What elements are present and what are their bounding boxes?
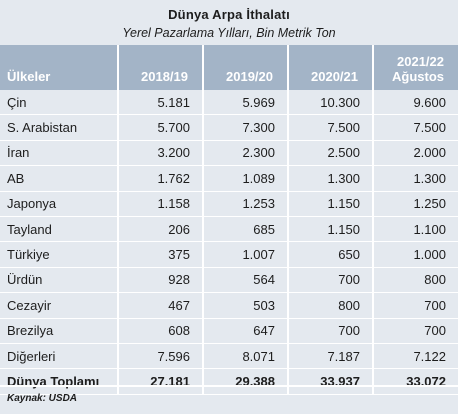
- value-2018-19: 928: [117, 267, 203, 294]
- header-2018-19: 2018/19: [117, 45, 203, 90]
- country-cell: Çin: [0, 90, 118, 116]
- country-cell: İran: [0, 140, 118, 167]
- value-2020-21: 7.187: [287, 343, 373, 370]
- value-2019-20: 2.300: [202, 140, 288, 167]
- header-2021-22-year: 2021/22: [397, 54, 444, 69]
- value-2018-19: 206: [117, 216, 203, 243]
- table-row: İran 3.200 2.300 2.500 2.000: [0, 140, 458, 167]
- title-block: Dünya Arpa İthalatı Yerel Pazarlama Yıll…: [0, 6, 458, 42]
- value-2021-22: 700: [372, 318, 458, 344]
- value-2021-22: 1.250: [372, 191, 458, 217]
- value-2021-22: 1.100: [372, 216, 458, 243]
- value-2021-22: 2.000: [372, 140, 458, 167]
- value-2020-21: 650: [287, 241, 373, 268]
- value-2018-19: 27.181: [117, 368, 203, 395]
- table-row: Çin 5.181 5.969 10.300 9.600: [0, 90, 458, 116]
- value-2020-21: 7.500: [287, 114, 373, 141]
- value-2019-20: 29.388: [202, 368, 288, 395]
- value-2019-20: 685: [202, 216, 288, 243]
- value-2018-19: 467: [117, 292, 203, 319]
- value-2018-19: 1.158: [117, 191, 203, 217]
- total-row: Dünya Toplamı 27.181 29.388 33.937 33.072: [0, 368, 458, 395]
- table-title: Dünya Arpa İthalatı: [168, 7, 290, 22]
- value-2018-19: 7.596: [117, 343, 203, 370]
- table-row: Cezayir 467 503 800 700: [0, 292, 458, 319]
- value-2018-19: 3.200: [117, 140, 203, 167]
- table-row: Japonya 1.158 1.253 1.150 1.250: [0, 191, 458, 217]
- value-2020-21: 700: [287, 318, 373, 344]
- value-2019-20: 7.300: [202, 114, 288, 141]
- value-2020-21: 700: [287, 267, 373, 294]
- value-2019-20: 1.007: [202, 241, 288, 268]
- value-2020-21: 1.150: [287, 216, 373, 243]
- header-2021-22-month: Ağustos: [392, 69, 444, 84]
- country-cell: Türkiye: [0, 241, 118, 268]
- value-2020-21: 10.300: [287, 90, 373, 116]
- country-cell: Dünya Toplamı: [0, 368, 118, 395]
- value-2020-21: 1.300: [287, 165, 373, 192]
- value-2018-19: 5.181: [117, 90, 203, 116]
- value-2020-21: 1.150: [287, 191, 373, 217]
- table-row: Ürdün 928 564 700 800: [0, 267, 458, 294]
- value-2021-22: 800: [372, 267, 458, 294]
- value-2019-20: 5.969: [202, 90, 288, 116]
- value-2021-22: 1.000: [372, 241, 458, 268]
- table-subtitle: Yerel Pazarlama Yılları, Bin Metrik Ton: [122, 26, 336, 40]
- header-row: Ülkeler 2018/19 2019/20 2020/21 2021/22 …: [0, 45, 458, 90]
- table-row: Tayland 206 685 1.150 1.100: [0, 216, 458, 243]
- value-2018-19: 5.700: [117, 114, 203, 141]
- country-cell: Tayland: [0, 216, 118, 243]
- header-countries: Ülkeler: [7, 69, 51, 84]
- value-2019-20: 8.071: [202, 343, 288, 370]
- table-row: Diğerleri 7.596 8.071 7.187 7.122: [0, 343, 458, 370]
- table-row: S. Arabistan 5.700 7.300 7.500 7.500: [0, 114, 458, 141]
- value-2021-22: 1.300: [372, 165, 458, 192]
- value-2019-20: 1.089: [202, 165, 288, 192]
- value-2018-19: 375: [117, 241, 203, 268]
- country-cell: Japonya: [0, 191, 118, 217]
- value-2019-20: 564: [202, 267, 288, 294]
- country-cell: Diğerleri: [0, 343, 118, 370]
- country-cell: S. Arabistan: [0, 114, 118, 141]
- imports-table: Ülkeler 2018/19 2019/20 2020/21 2021/22 …: [0, 45, 458, 395]
- source-divider: [0, 385, 458, 387]
- value-2019-20: 503: [202, 292, 288, 319]
- country-cell: AB: [0, 165, 118, 192]
- value-2021-22: 7.122: [372, 343, 458, 370]
- header-2021-22: 2021/22 Ağustos: [372, 45, 458, 90]
- value-2021-22: 33.072: [372, 368, 458, 395]
- header-2019-20: 2019/20: [202, 45, 288, 90]
- source-note: Kaynak: USDA: [7, 393, 78, 404]
- header-2020-21: 2020/21: [287, 45, 373, 90]
- value-2018-19: 608: [117, 318, 203, 344]
- table-row: Brezilya 608 647 700 700: [0, 318, 458, 344]
- country-cell: Ürdün: [0, 267, 118, 294]
- value-2019-20: 647: [202, 318, 288, 344]
- value-2021-22: 7.500: [372, 114, 458, 141]
- value-2021-22: 9.600: [372, 90, 458, 116]
- value-2020-21: 2.500: [287, 140, 373, 167]
- value-2021-22: 700: [372, 292, 458, 319]
- value-2018-19: 1.762: [117, 165, 203, 192]
- table-row: AB 1.762 1.089 1.300 1.300: [0, 165, 458, 192]
- table-row: Türkiye 375 1.007 650 1.000: [0, 241, 458, 268]
- country-cell: Brezilya: [0, 318, 118, 344]
- country-cell: Cezayir: [0, 292, 118, 319]
- value-2020-21: 33.937: [287, 368, 373, 395]
- value-2019-20: 1.253: [202, 191, 288, 217]
- value-2020-21: 800: [287, 292, 373, 319]
